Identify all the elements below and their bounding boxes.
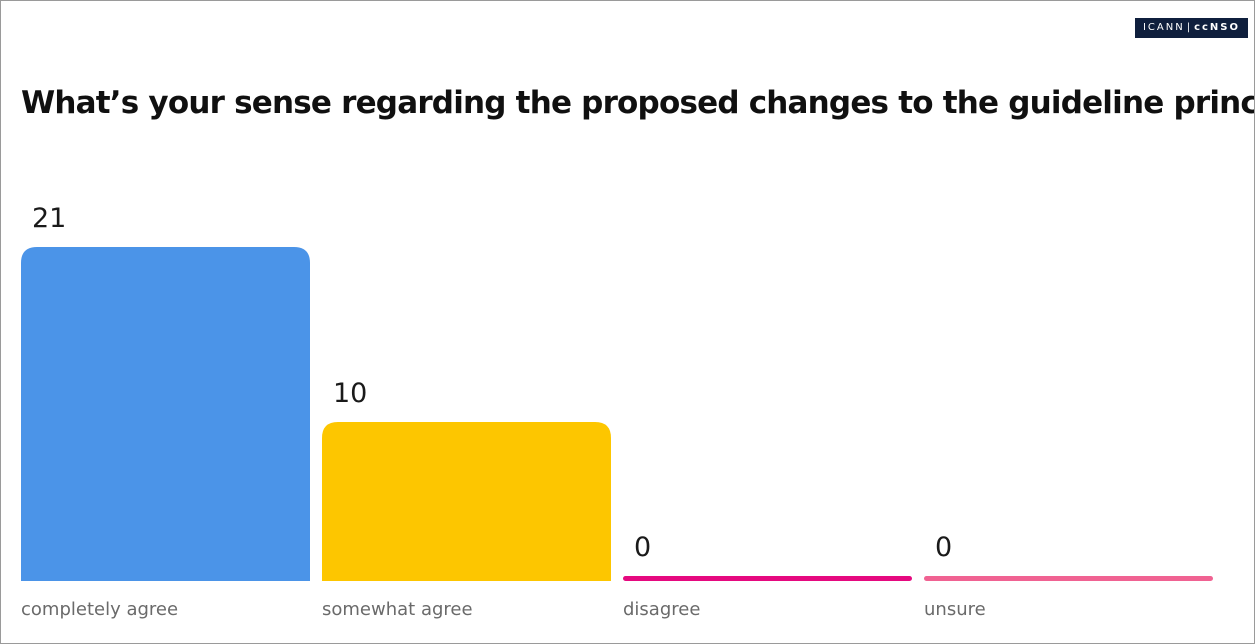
poll-question-title: What’s your sense regarding the proposed… — [21, 85, 1255, 121]
category-label-unsure: unsure — [924, 599, 986, 620]
category-label-somewhat-agree: somewhat agree — [322, 599, 473, 620]
value-label-unsure: 0 — [935, 532, 952, 563]
bar-unsure — [924, 576, 1213, 581]
logo-ccnso-text: ccNSO — [1194, 22, 1240, 33]
category-label-completely-agree: completely agree — [21, 599, 178, 620]
icann-ccnso-logo: ICANN | ccNSO — [1134, 18, 1248, 38]
value-label-completely-agree: 21 — [32, 203, 66, 234]
bar-disagree — [623, 576, 912, 581]
logo-icann-text: ICANN — [1142, 22, 1185, 33]
value-label-disagree: 0 — [634, 532, 651, 563]
bar-somewhat-agree — [322, 421, 611, 581]
category-label-disagree: disagree — [623, 599, 700, 620]
value-label-somewhat-agree: 10 — [333, 378, 367, 409]
logo-separator: | — [1186, 22, 1193, 33]
bar-completely-agree — [21, 247, 310, 581]
